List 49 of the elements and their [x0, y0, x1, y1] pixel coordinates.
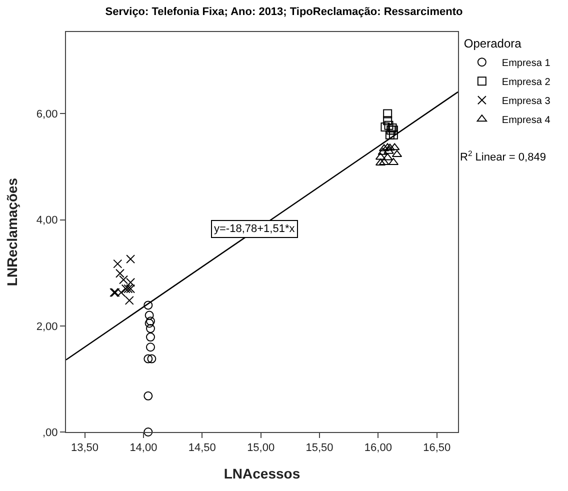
y-axis-title: LNReclamações	[4, 178, 20, 286]
x-tick-label: 13,50	[71, 442, 99, 454]
point	[385, 130, 394, 140]
point	[147, 354, 156, 364]
point	[126, 284, 136, 294]
point	[384, 146, 394, 154]
point	[383, 109, 392, 118]
point	[383, 116, 392, 126]
text: R$^{2}$ Linear = 0,849	[460, 149, 546, 164]
point	[146, 342, 155, 352]
chart-title: Serviço: Telefonia Fixa; Ano: 2013; TipoReclamação: Ressarcimento	[105, 6, 463, 18]
point	[146, 324, 155, 334]
point	[113, 259, 122, 268]
x-axis-title: LNAcessos	[224, 466, 300, 482]
legend-label: Empresa 4	[502, 115, 551, 126]
x-tick-label: 14,00	[130, 442, 158, 454]
point	[144, 428, 153, 436]
annotation: y=-18,78+1,51*x	[214, 223, 296, 235]
x-tick-label: 15,50	[306, 442, 334, 454]
point	[380, 122, 390, 132]
y-tick-label: 4,00	[36, 214, 58, 227]
legend-label: Empresa 1	[502, 58, 551, 69]
x-tick-label: 15,00	[247, 442, 275, 454]
point	[146, 332, 155, 342]
point	[390, 143, 400, 150]
x-tick-label: 14,50	[188, 442, 216, 454]
y-tick-label: 2,00	[36, 320, 58, 333]
point	[124, 284, 133, 294]
point	[124, 296, 134, 305]
point	[115, 268, 124, 278]
point	[388, 124, 397, 133]
point	[144, 354, 153, 364]
point	[386, 126, 396, 135]
point	[144, 391, 153, 400]
legend-label: Empresa 3	[502, 96, 551, 107]
point	[144, 310, 154, 320]
point	[121, 284, 130, 294]
point	[144, 318, 154, 328]
y-tick-label: ,00	[42, 426, 58, 439]
point	[146, 316, 155, 326]
y-tick-label: 6,00	[36, 108, 58, 121]
legend-title: Operadora	[464, 36, 522, 51]
point	[126, 254, 136, 264]
legend-label: Empresa 2	[502, 77, 551, 88]
point	[144, 300, 153, 310]
x-tick-label: 16,50	[423, 442, 451, 454]
point	[384, 120, 394, 130]
point	[388, 130, 398, 140]
x-tick-label: 16,00	[364, 442, 392, 454]
